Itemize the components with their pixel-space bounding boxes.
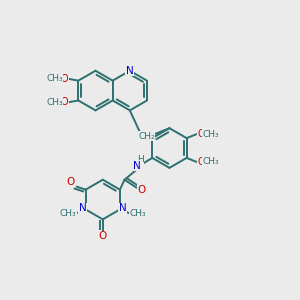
Text: N: N <box>119 203 127 214</box>
Text: O: O <box>198 157 205 167</box>
Text: CH₃: CH₃ <box>46 98 63 107</box>
Text: CH₂: CH₂ <box>138 132 155 141</box>
Text: O: O <box>67 177 75 187</box>
Text: O: O <box>61 98 68 107</box>
Text: CH₃: CH₃ <box>202 130 219 139</box>
Text: O: O <box>198 129 205 139</box>
Text: N: N <box>79 203 86 214</box>
Text: H: H <box>137 155 144 164</box>
Text: CH₃: CH₃ <box>129 209 146 218</box>
Text: CH₃: CH₃ <box>46 74 63 83</box>
Text: N: N <box>133 161 140 171</box>
Text: O: O <box>137 184 146 195</box>
Text: CH₃: CH₃ <box>202 158 219 166</box>
Text: O: O <box>99 231 107 241</box>
Text: CH₃: CH₃ <box>59 209 76 218</box>
Text: O: O <box>61 74 68 84</box>
Text: N: N <box>126 66 134 76</box>
